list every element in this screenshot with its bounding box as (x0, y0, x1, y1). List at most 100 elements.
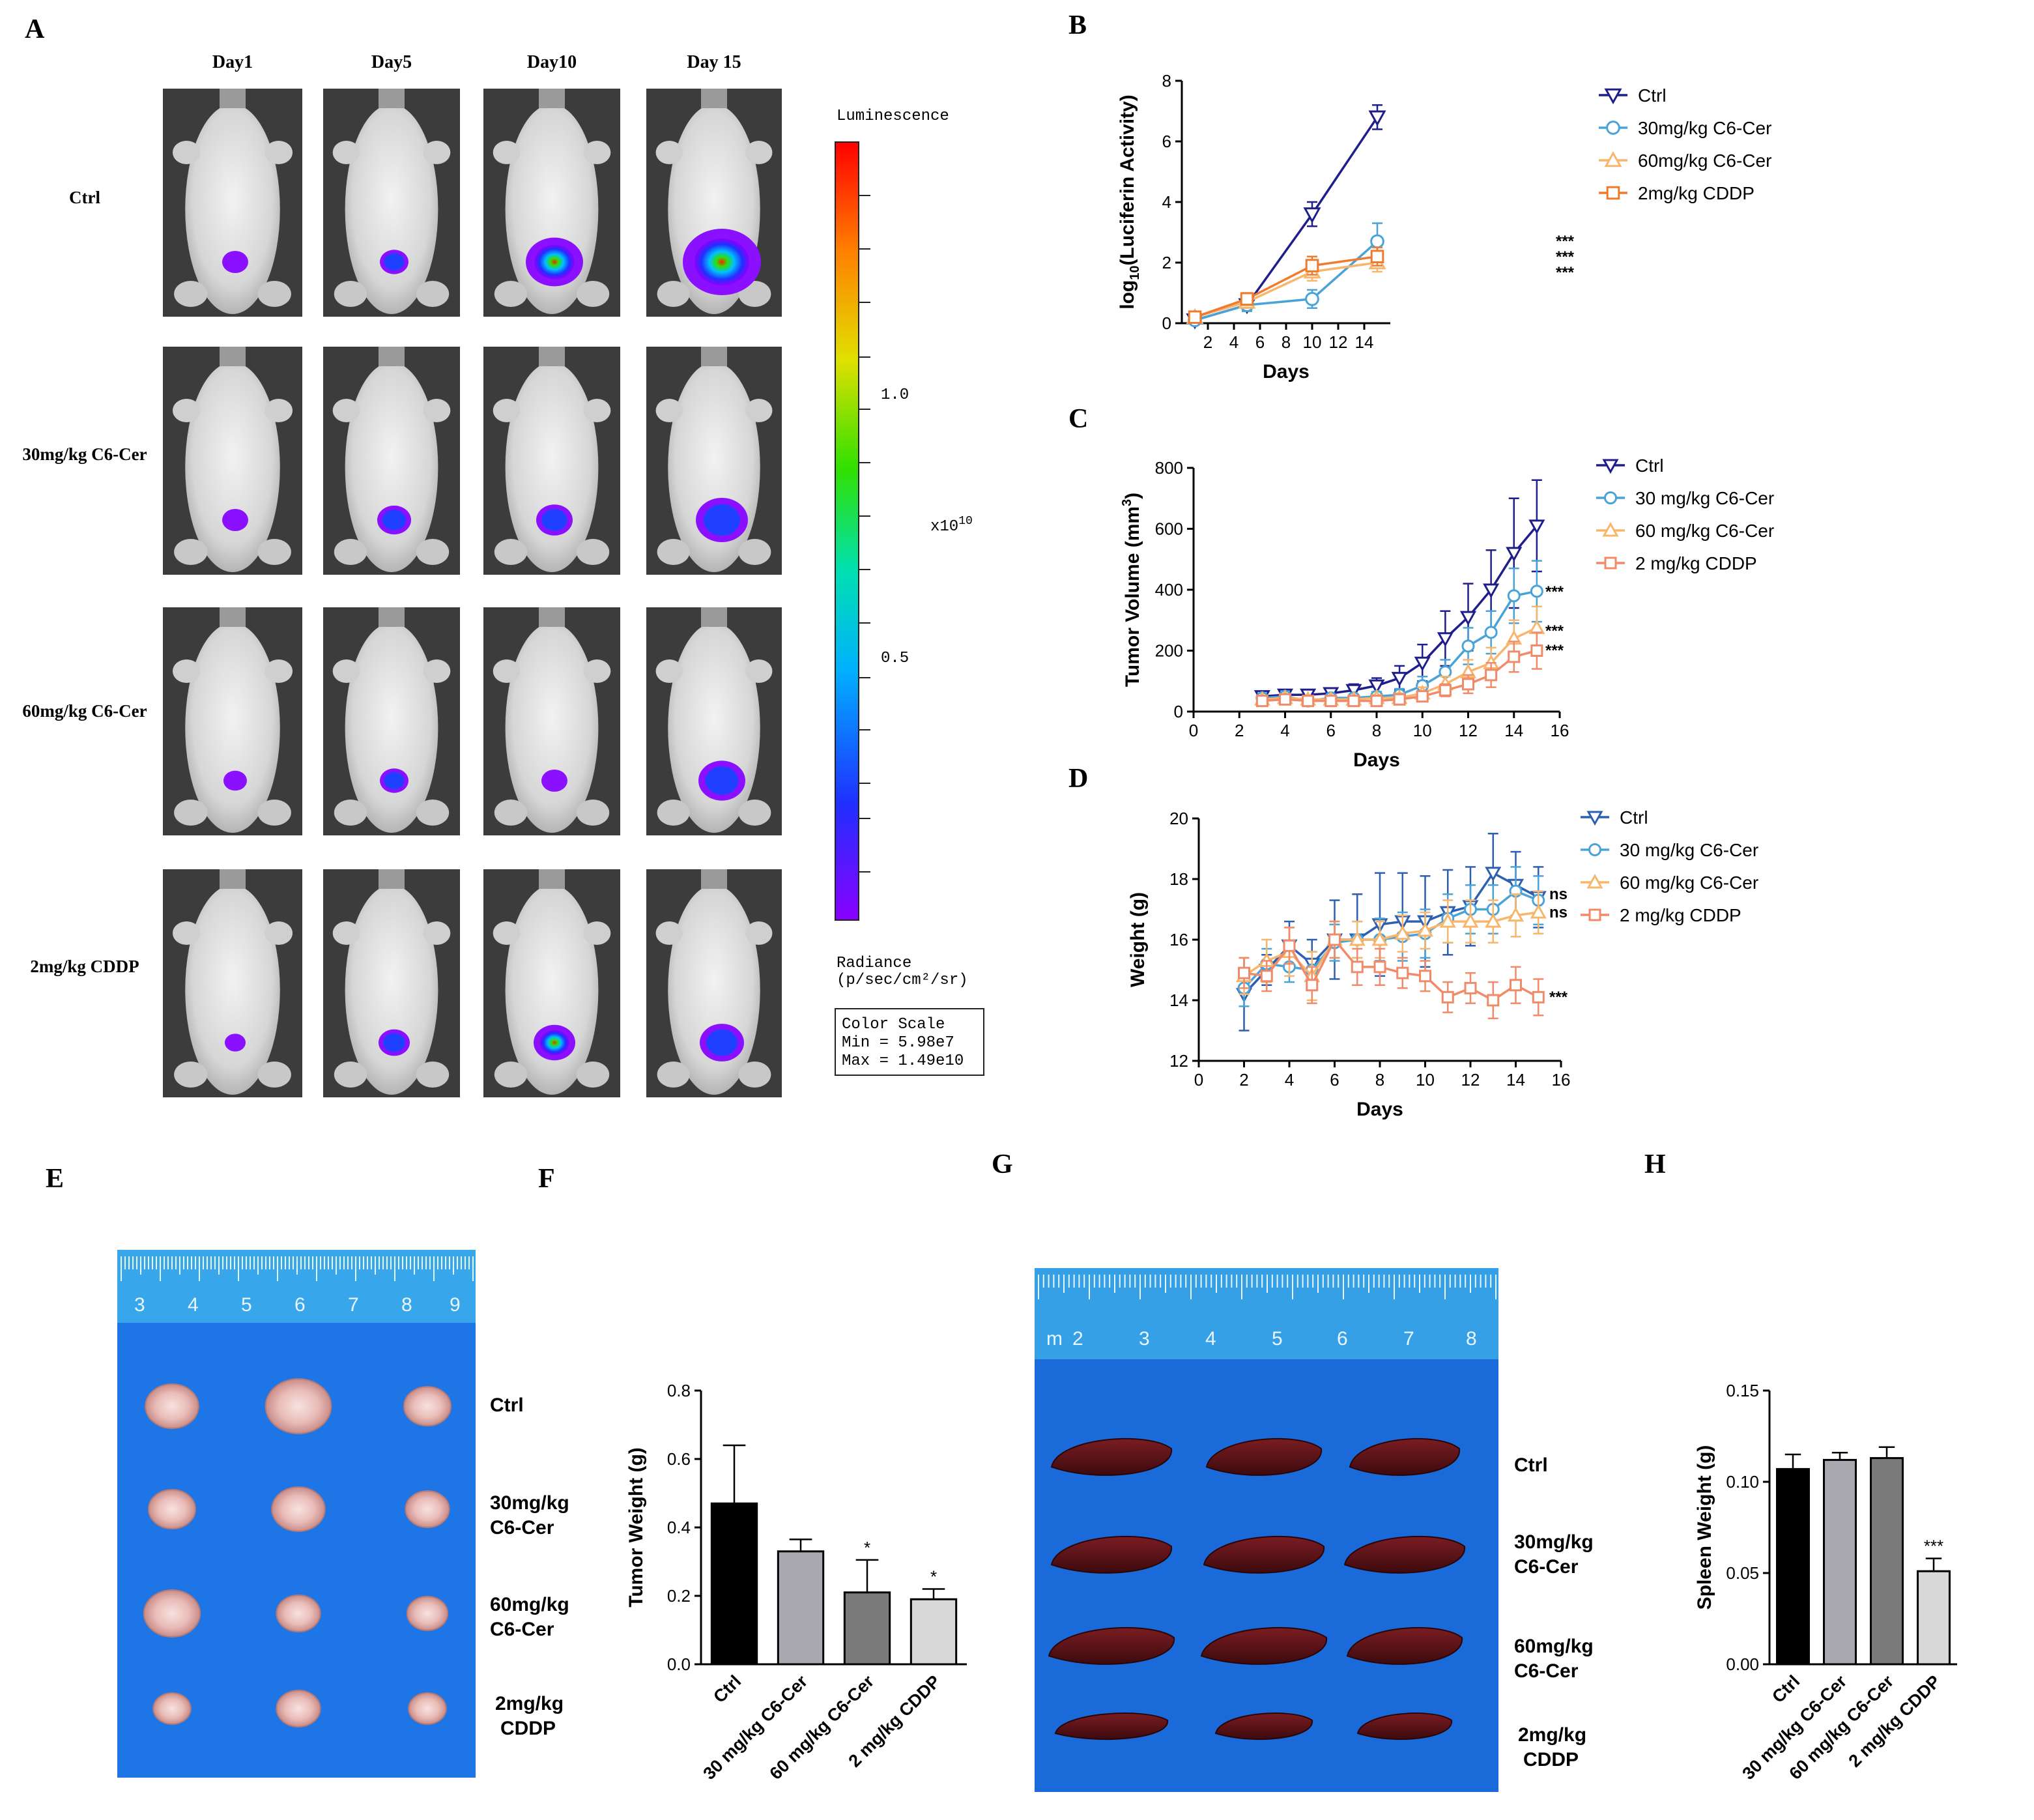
mouse-forelimb (332, 399, 360, 422)
y-tick-label: 18 (1169, 869, 1188, 889)
mouse-body (185, 104, 280, 314)
bar (710, 1502, 758, 1666)
nose-cone (220, 347, 246, 366)
spleen-specimen (1349, 1438, 1461, 1476)
bioluminescence-core (384, 253, 405, 271)
y-tick-label: 8 (1162, 71, 1171, 91)
mouse-hindlimb (257, 539, 291, 565)
x-tick-label: 14 (1506, 1070, 1525, 1090)
spleen-group-label: 30mg/kg (1514, 1531, 1594, 1553)
series-marker (1391, 672, 1408, 687)
x-tick-label: 12 (1459, 721, 1478, 740)
series-marker (1368, 679, 1385, 695)
bar (910, 1598, 958, 1666)
series-marker (1602, 521, 1619, 537)
nose-cone (379, 89, 405, 108)
mouse-hindlimb (494, 539, 528, 565)
significance-label: ns (1549, 886, 1568, 903)
y-tick-label: 0.00 (1726, 1654, 1759, 1674)
mouse-hindlimb (494, 281, 528, 307)
series-2 (1186, 252, 1386, 324)
mouse-forelimb (332, 141, 360, 164)
mouse-forelimb (265, 659, 293, 683)
y-tick-label: 200 (1155, 641, 1183, 661)
series-marker (1586, 811, 1603, 826)
bar (1917, 1570, 1951, 1666)
mouse-forelimb (745, 921, 773, 945)
series-marker (1368, 110, 1386, 126)
y-tick-label: 0.6 (667, 1449, 691, 1469)
series-marker (1439, 913, 1456, 928)
y-axis-title: Tumor Volume (mm3) (1120, 493, 1143, 687)
colorbar-tick-low: 0.5 (881, 650, 909, 667)
mouse-image-tile (646, 607, 782, 835)
day-header: Day 15 (687, 52, 741, 72)
spleen-specimen (1048, 1626, 1175, 1665)
significance-label: *** (1556, 233, 1575, 250)
nose-cone (539, 869, 565, 889)
y-axis-title: Spleen Weight (g) (1694, 1445, 1715, 1610)
colorbar-gradient (835, 141, 859, 921)
panel-e-tumor-photo: E 3 4 5 6 7 8 9 Ctrl 30mg/kg C6-Cer 60mg/kg C6-Cer… (46, 1164, 569, 1778)
series-3 (1255, 631, 1543, 708)
ruler-number: 3 (1139, 1328, 1150, 1350)
series-marker (1305, 259, 1319, 272)
y-tick-label: 0.05 (1726, 1563, 1759, 1583)
mouse-hindlimb (257, 1062, 291, 1088)
spleen-specimen (1343, 1535, 1466, 1574)
series-marker (1586, 873, 1603, 889)
series-marker (1485, 913, 1502, 928)
series-line (1194, 116, 1379, 322)
mouse-hindlimb (657, 539, 690, 565)
mouse-forelimb (332, 921, 360, 945)
color-scale-max: Max = 1.49e10 (842, 1052, 964, 1070)
nose-cone (379, 347, 405, 366)
series-marker (1510, 979, 1522, 992)
mouse-forelimb (583, 141, 611, 164)
y-axis-title: Tumor Weight (g) (625, 1447, 647, 1608)
bar (1823, 1458, 1857, 1666)
legend-label: 60mg/kg C6-Cer (1638, 151, 1771, 171)
mouse-hindlimb (334, 281, 367, 307)
mouse-hindlimb (257, 281, 291, 307)
series-marker (1530, 585, 1543, 598)
group-row-label: 60mg/kg C6-Cer (22, 701, 147, 721)
bioluminescence-signal (225, 1033, 246, 1052)
x-tick-label: 8 (1375, 1070, 1384, 1090)
mouse-image-tile (163, 607, 302, 835)
nose-cone (379, 607, 405, 627)
x-category-label: Ctrl (1768, 1671, 1803, 1707)
series-marker (1303, 207, 1321, 224)
y-tick-label: 12 (1169, 1051, 1188, 1071)
y-tick-label: 400 (1155, 580, 1183, 599)
y-tick-label: 16 (1169, 930, 1188, 949)
series-marker (1528, 519, 1545, 534)
series-line (1194, 240, 1379, 322)
series-marker (1328, 933, 1341, 946)
series-marker (1441, 990, 1454, 1004)
tumor-group-label: 30mg/kg (490, 1492, 569, 1514)
mouse-hindlimb (494, 800, 528, 826)
mouse-hindlimb (416, 1062, 450, 1088)
x-tick-label: 4 (1229, 332, 1239, 352)
nose-cone (220, 869, 246, 889)
series-marker (1485, 867, 1502, 882)
x-axis-title: Days (1353, 749, 1400, 771)
x-tick-label: 2 (1203, 332, 1212, 352)
bioluminescence-core (705, 766, 739, 795)
legend-label: 30mg/kg C6-Cer (1638, 118, 1771, 138)
ruler-number: 3 (134, 1294, 145, 1316)
bioluminescence-core (706, 1029, 738, 1056)
series-marker (1394, 925, 1411, 940)
y-tick-label: 4 (1162, 192, 1171, 212)
x-tick-label: 4 (1285, 1070, 1294, 1090)
mouse-image-tile (646, 869, 782, 1097)
nose-cone (701, 869, 727, 889)
tumor-specimen (276, 1595, 321, 1632)
bar (777, 1550, 825, 1666)
mouse-image-tile (163, 89, 302, 317)
bioluminescence-core (539, 1030, 569, 1056)
mouse-forelimb (493, 141, 521, 164)
spleen-specimen (1203, 1535, 1325, 1574)
